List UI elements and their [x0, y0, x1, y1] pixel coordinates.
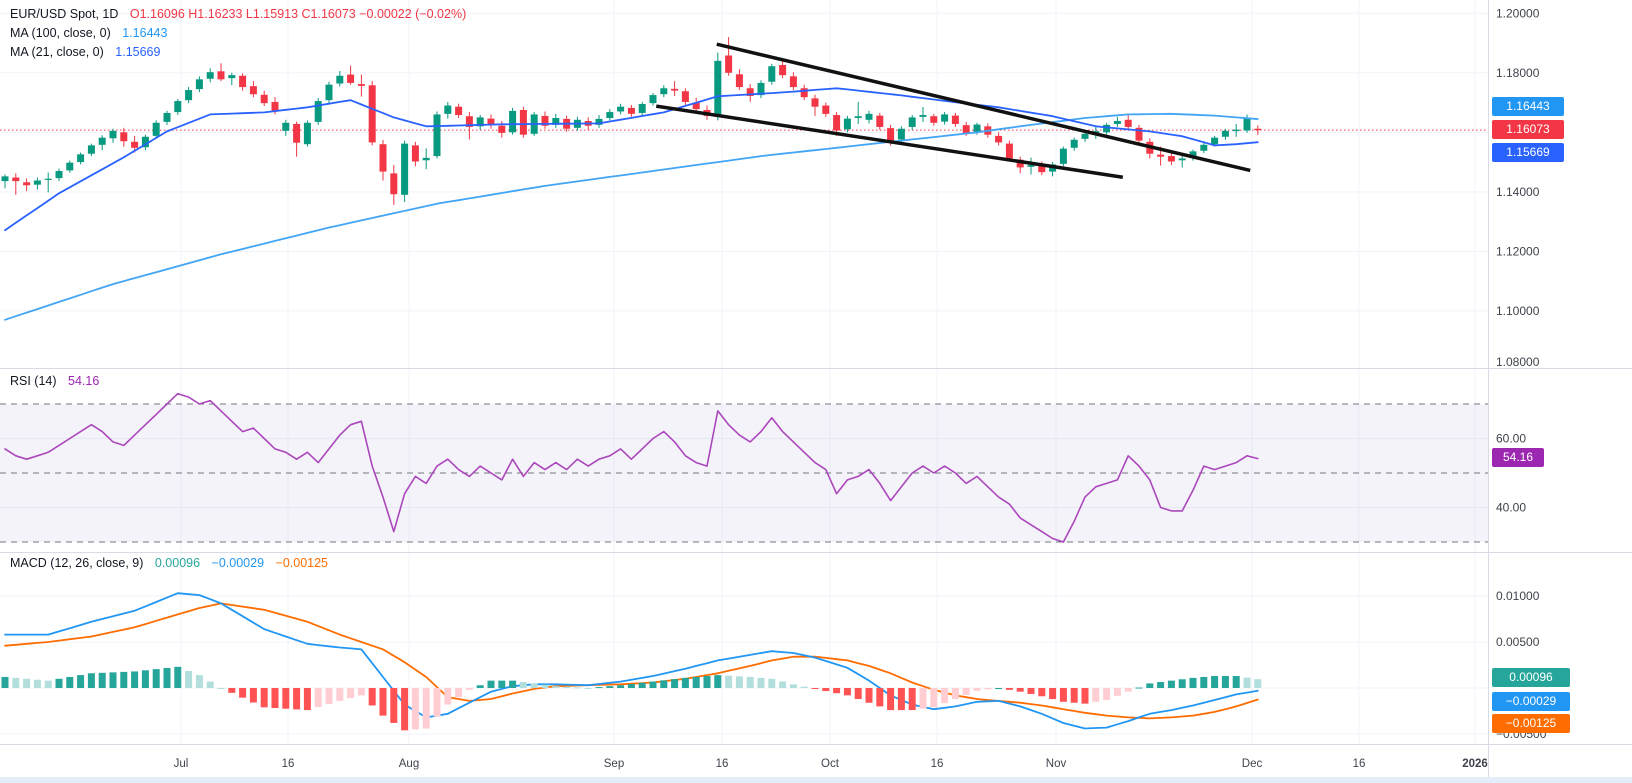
rsi-legend[interactable]: RSI (14) 54.16: [10, 372, 99, 391]
macd-signal-value: −0.00125: [275, 556, 328, 570]
axis-tick-label: 1.18000: [1496, 66, 1540, 80]
axis-tick-label: Jul: [174, 758, 189, 770]
macd-line-value: −0.00029: [211, 556, 265, 570]
axis-tick-label: 1.10000: [1496, 304, 1540, 318]
candles: [1, 37, 1262, 205]
macd-line-axis-label: −0.00029: [1492, 692, 1570, 711]
axis-tick-label: Nov: [1046, 758, 1067, 770]
main-legend: EUR/USD Spot, 1D O1.16096 H1.16233 L1.15…: [10, 5, 466, 62]
ohlc-values: O1.16096 H1.16233 L1.15913 C1.16073 −0.0…: [129, 7, 467, 21]
axis-tick-label: Aug: [399, 758, 419, 770]
rsi-pane: [0, 392, 1489, 543]
trendlines: [655, 42, 1251, 179]
axis-tick-label: 1.14000: [1496, 185, 1540, 199]
axis-tick-label: Oct: [821, 758, 840, 770]
axis-tick-label: 0.00500: [1496, 635, 1540, 649]
ma21-axis-price-label: 1.15669: [1492, 143, 1564, 162]
ma100-value: 1.16443: [122, 26, 168, 40]
axis-tick-label: 16: [1353, 758, 1366, 770]
axis-tick-label: 0.01000: [1496, 589, 1540, 603]
axis-tick-label: 16: [282, 758, 295, 770]
axis-tick-label: Dec: [1242, 758, 1263, 770]
axis-tick-label: 1.08000: [1496, 355, 1540, 369]
rsi-axis-value-label: 54.16: [1492, 448, 1544, 467]
axis-tick-label: Sep: [604, 758, 624, 770]
macd-pane: [4, 592, 1259, 730]
grid-lines: [0, 0, 1489, 745]
macd-hist-axis-label: 0.00096: [1492, 668, 1570, 687]
axis-tick-label: 60.00: [1496, 432, 1526, 446]
ma21-legend-row[interactable]: MA (21, close, 0) 1.15669: [10, 43, 466, 62]
macd-hist-value: 0.00096: [154, 556, 201, 570]
ma21-label: MA (21, close, 0): [10, 45, 104, 59]
symbol-title: EUR/USD Spot, 1D: [10, 7, 119, 21]
price-axis[interactable]: 1.20000 1.18000 1.14000 1.12000 1.10000 1.080…: [1496, 6, 1547, 741]
macd-histogram: [1, 666, 1262, 731]
macd-signal-axis-label: −0.00125: [1492, 714, 1570, 733]
axis-tick-label: 1.20000: [1496, 6, 1540, 20]
moving-averages: [4, 87, 1259, 321]
last-price-axis-label: 1.16073: [1492, 120, 1564, 139]
time-axis[interactable]: Jul 16 Aug Sep 16 Oct 16 Nov Dec 16 2026: [174, 758, 1488, 770]
axis-tick-label: 1.12000: [1496, 244, 1540, 258]
ma21-value: 1.15669: [115, 45, 161, 59]
axis-tick-label: 2026: [1462, 758, 1488, 770]
axis-tick-label: 16: [931, 758, 944, 770]
macd-label: MACD (12, 26, close, 9): [10, 556, 144, 570]
ma100-legend-row[interactable]: MA (100, close, 0) 1.16443: [10, 24, 466, 43]
ma100-axis-price-label: 1.16443: [1492, 97, 1564, 116]
rsi-value: 54.16: [68, 374, 100, 388]
axis-tick-label: 40.00: [1496, 501, 1526, 515]
macd-legend[interactable]: MACD (12, 26, close, 9) 0.00096 −0.00029…: [10, 554, 328, 573]
axis-tick-label: 16: [716, 758, 729, 770]
rsi-label: RSI (14): [10, 374, 57, 388]
symbol-legend-row[interactable]: EUR/USD Spot, 1D O1.16096 H1.16233 L1.15…: [10, 5, 466, 24]
ma100-label: MA (100, close, 0): [10, 26, 111, 40]
bottom-edge-strip: [0, 777, 1632, 783]
